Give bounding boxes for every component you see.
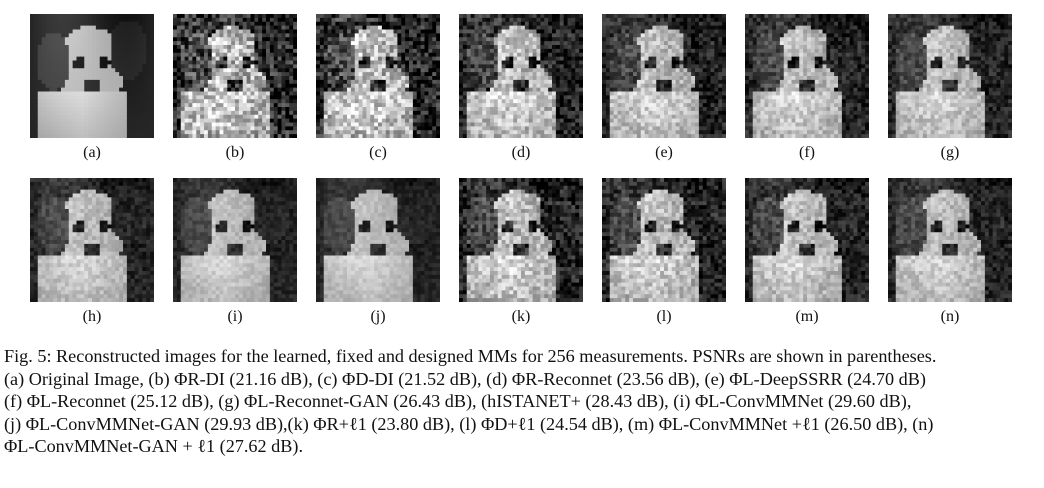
reconstructed-image — [888, 14, 1012, 138]
panel-a: (a) — [30, 14, 154, 162]
panel-label: (i) — [227, 308, 243, 325]
panel-image — [316, 178, 440, 302]
panel-c: (c) — [316, 14, 440, 162]
panel-k: (k) — [459, 178, 583, 326]
panel-m: (m) — [745, 178, 869, 326]
panel-image — [459, 14, 583, 138]
panel-label: (b) — [225, 144, 245, 161]
figure-caption: Fig. 5: Reconstructed images for the lea… — [4, 345, 1040, 458]
panel-image — [173, 178, 297, 302]
panel-image — [459, 178, 583, 302]
panel-label: (f) — [799, 144, 815, 161]
panel-d: (d) — [459, 14, 583, 162]
reconstructed-image — [888, 178, 1012, 302]
reconstructed-image — [316, 178, 440, 302]
caption-line: ΦL-ConvMMNet-GAN + ℓ1 (27.62 dB). — [4, 436, 303, 457]
panel-n: (n) — [888, 178, 1012, 326]
panel-label: (d) — [511, 144, 531, 161]
panel-image — [745, 178, 869, 302]
panel-image — [602, 14, 726, 138]
panel-label: (g) — [940, 144, 960, 161]
panel-label: (h) — [82, 308, 102, 325]
panel-label: (n) — [940, 308, 960, 325]
panel-j: (j) — [316, 178, 440, 326]
panel-label: (l) — [656, 308, 672, 325]
panel-image — [316, 14, 440, 138]
panel-image — [888, 178, 1012, 302]
panel-h: (h) — [30, 178, 154, 326]
panel-l: (l) — [602, 178, 726, 326]
panel-e: (e) — [602, 14, 726, 162]
caption-line: Fig. 5: Reconstructed images for the lea… — [4, 346, 937, 366]
panel-label: (e) — [655, 144, 673, 161]
panel-image — [30, 14, 154, 138]
reconstructed-image — [459, 178, 583, 302]
panel-label: (c) — [369, 144, 387, 161]
panel-b: (b) — [173, 14, 297, 162]
panel-image — [745, 14, 869, 138]
reconstructed-image — [602, 14, 726, 138]
reconstructed-image — [745, 14, 869, 138]
reconstructed-image — [30, 14, 154, 138]
panel-f: (f) — [745, 14, 869, 162]
panel-label: (a) — [83, 144, 101, 161]
reconstructed-image — [459, 14, 583, 138]
panel-g: (g) — [888, 14, 1012, 162]
reconstructed-image — [602, 178, 726, 302]
caption-line: (j) ΦL-ConvMMNet-GAN (29.93 dB),(k) ΦR+ℓ… — [4, 413, 934, 434]
reconstructed-image — [173, 14, 297, 138]
panel-i: (i) — [173, 178, 297, 326]
reconstructed-image — [316, 14, 440, 138]
panel-image — [173, 14, 297, 138]
panel-label: (j) — [370, 308, 386, 325]
figure-grid: (a) (b) (c) (d) (e) (f) (g) (h) (i) (j) … — [30, 14, 1016, 326]
panel-label: (k) — [511, 308, 531, 325]
panel-image — [602, 178, 726, 302]
caption-line: (f) ΦL-Reconnet (25.12 dB), (g) ΦL-Recon… — [4, 391, 912, 412]
reconstructed-image — [30, 178, 154, 302]
reconstructed-image — [745, 178, 869, 302]
panel-label: (m) — [795, 308, 819, 325]
panel-image — [30, 178, 154, 302]
reconstructed-image — [173, 178, 297, 302]
panel-image — [888, 14, 1012, 138]
caption-line: (a) Original Image, (b) ΦR-DI (21.16 dB)… — [4, 368, 926, 389]
